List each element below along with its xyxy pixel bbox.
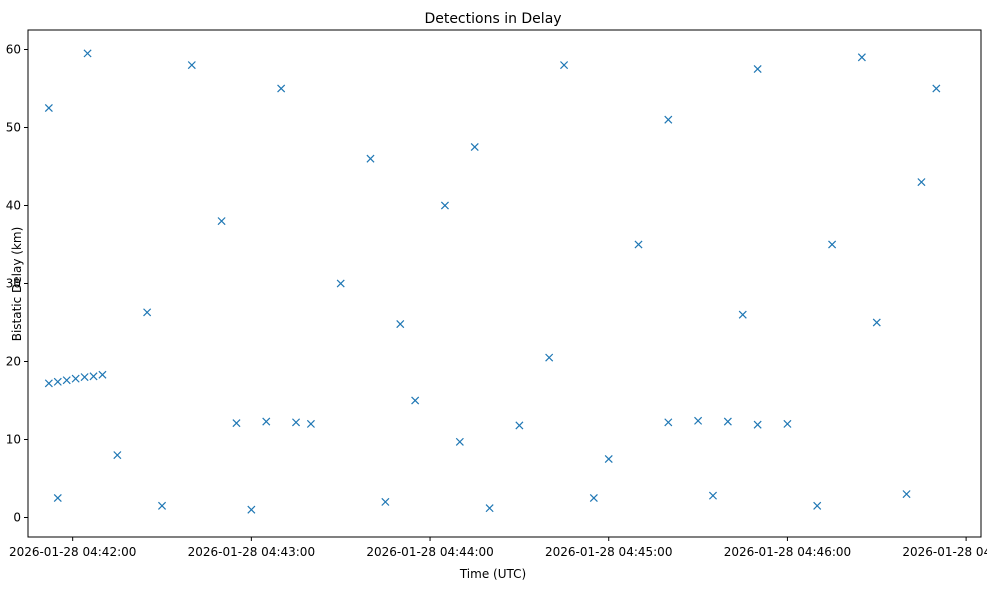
data-point — [366, 154, 375, 163]
chart-title: Detections in Delay — [424, 11, 561, 27]
data-point — [336, 279, 345, 288]
data-point — [396, 320, 405, 329]
data-point — [277, 84, 286, 93]
x-tick-label: 2026-01-28 04:47:00 — [902, 545, 987, 559]
x-tick-label: 2026-01-28 04:45:00 — [545, 545, 672, 559]
data-point — [381, 497, 390, 506]
data-point — [143, 308, 152, 317]
data-markers — [44, 49, 941, 514]
data-point — [753, 420, 762, 429]
y-tick-label: 20 — [6, 355, 21, 369]
data-point — [262, 417, 271, 426]
data-point — [634, 240, 643, 249]
data-point — [872, 318, 881, 327]
data-point — [53, 377, 62, 386]
data-point — [545, 353, 554, 362]
x-tick-label: 2026-01-28 04:46:00 — [724, 545, 851, 559]
data-point — [53, 493, 62, 503]
data-point — [113, 451, 122, 460]
data-point — [232, 419, 241, 428]
y-axis: 0 10 20 30 40 50 60 — [6, 43, 28, 525]
data-point — [80, 373, 89, 382]
y-tick-label: 0 — [13, 511, 21, 525]
data-point — [723, 417, 732, 426]
data-point — [62, 376, 71, 385]
y-tick-label: 60 — [6, 43, 21, 57]
data-point — [89, 372, 98, 381]
data-point — [187, 61, 196, 70]
x-tick-label: 2026-01-28 04:44:00 — [366, 545, 493, 559]
data-point — [738, 310, 747, 319]
data-point — [515, 421, 524, 430]
data-point — [83, 49, 92, 58]
data-point — [932, 84, 941, 93]
data-point — [813, 501, 822, 510]
x-axis: 2026-01-28 04:42:00 2026-01-28 04:43:00 20… — [9, 537, 987, 559]
y-axis-label: Bistatic Delay (km) — [10, 227, 24, 342]
x-axis-label: Time (UTC) — [459, 567, 526, 581]
data-point — [292, 418, 301, 427]
plot-area-frame — [27, 29, 982, 538]
x-tick-label: 2026-01-28 04:42:00 — [9, 545, 136, 559]
data-point — [157, 501, 167, 510]
data-point — [470, 142, 479, 152]
data-point — [217, 217, 226, 226]
data-point — [440, 201, 449, 210]
data-point — [664, 115, 673, 124]
data-point — [828, 240, 837, 249]
data-point — [44, 379, 53, 388]
data-point — [98, 370, 107, 379]
data-point — [902, 490, 911, 499]
x-tick-label: 2026-01-28 04:43:00 — [188, 545, 315, 559]
y-tick-label: 30 — [6, 277, 21, 291]
data-point — [917, 178, 926, 187]
y-tick-label: 40 — [6, 199, 21, 213]
data-point — [306, 419, 315, 428]
data-point — [664, 418, 673, 427]
data-point — [783, 419, 792, 428]
data-point — [708, 491, 717, 500]
y-tick-label: 50 — [6, 121, 21, 135]
data-point — [44, 103, 53, 113]
data-point — [560, 61, 569, 70]
data-point — [247, 505, 256, 514]
data-point — [604, 454, 613, 464]
y-tick-label: 10 — [6, 433, 21, 447]
data-point — [485, 504, 494, 513]
data-point — [857, 53, 866, 62]
data-point — [589, 493, 598, 503]
data-point — [411, 396, 420, 405]
data-point — [694, 416, 703, 425]
data-point — [753, 64, 762, 74]
data-point — [71, 374, 80, 383]
data-point — [455, 437, 464, 446]
